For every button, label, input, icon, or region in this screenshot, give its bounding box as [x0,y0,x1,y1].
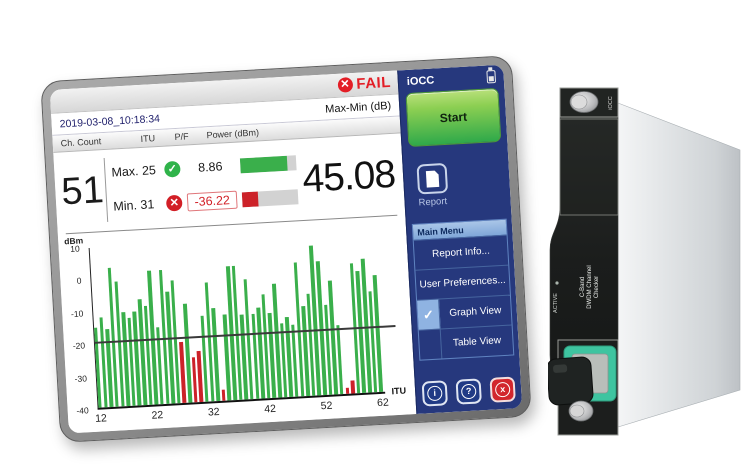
max-itu-value: 25 [141,163,157,178]
x-tick-label: 32 [207,405,220,419]
power-bar-chart: dBm 10 0 -10 -20 -30 -40 12 22 32 42 52 62 ITU [58,218,410,432]
hardware-module: iOCC C-Band DWDM Channel Checker ACTIVE [546,55,753,445]
y-tick-label: -10 [70,308,84,319]
check-circle-icon: ✓ [163,160,181,178]
x-circle-icon: ✕ [165,194,183,212]
max-row: Max. 25 ✓ 8.86 [107,149,297,187]
help-button[interactable]: ? [455,378,482,405]
dust-cap [546,356,594,406]
mode-label: Max-Min (dB) [324,99,392,116]
module-side-panel [617,102,741,428]
min-label: Min. 31 [112,197,155,214]
empty-checkbox [418,329,443,360]
start-button[interactable]: Start [405,87,502,148]
x-axis-title: ITU [391,385,407,397]
chart-bar-ch34 [221,389,226,401]
max-label: Max. 25 [111,163,157,180]
report-label: Report [418,195,448,209]
min-itu-value: 31 [140,197,155,213]
col-itu: ITU [140,133,156,144]
app-title: iOCC [406,73,435,88]
module-illustration: iOCC C-Band DWDM Channel Checker ACTIVE [546,87,741,436]
min-power-bar [241,188,299,207]
max-power-bar-fill [239,155,288,173]
x-tick-label: 22 [151,409,164,422]
help-icon: ? [460,383,477,400]
exit-button[interactable]: x [489,376,516,403]
y-tick-label: -40 [76,405,89,416]
menu-item-table-view[interactable]: Table View [418,324,514,360]
svg-text:Checker: Checker [594,276,600,298]
x-tick-label: 52 [320,399,333,413]
faceplate-text: C-Band DWDM Channel Checker [580,265,600,308]
module-top-label: iOCC [608,96,614,109]
chart-bar-ch57 [350,380,355,394]
checkmark-icon: ✓ [417,299,441,330]
chart-plot [88,231,396,410]
sidebar: iOCC Start Report Main Menu Report Info.… [397,64,523,414]
y-tick-label: -30 [74,372,88,384]
measurement-content: ✕ FAIL 2019-03-08_10:18:34 Max-Min (dB) … [49,70,417,434]
x-tick-label: 62 [376,396,390,410]
document-icon [425,170,439,188]
y-tick-label: 0 [76,275,82,287]
y-tick-label: -20 [72,340,86,352]
tablet-device: ✕ FAIL 2019-03-08_10:18:34 Max-Min (dB) … [40,55,532,443]
report-button[interactable] [416,162,449,195]
main-menu: Main Menu Report Info... User Preference… [411,218,515,361]
timestamp: 2019-03-08_10:18:34 [59,112,161,130]
min-row: Min. 31 ✕ -36.22 [109,183,299,221]
x-tick-label: 12 [94,412,108,425]
active-led [555,281,559,285]
col-ch-count: Ch. Count [60,136,102,149]
min-power-value: -36.22 [186,190,238,212]
fail-x-circle-icon: ✕ [337,77,353,93]
max-power-value: 8.86 [197,159,223,175]
info-icon: i [426,385,443,402]
sidebar-footer: i ? x [421,374,517,408]
fail-status-label: FAIL [355,73,392,93]
svg-text:C-Band: C-Band [580,277,586,297]
report-section: Report [409,160,506,209]
device-screen: ✕ FAIL 2019-03-08_10:18:34 Max-Min (dB) … [49,64,523,434]
max-power-bar [239,154,297,173]
info-button[interactable]: i [421,380,448,407]
y-tick-label: 10 [69,243,80,255]
channel-count-value: 51 [60,169,105,214]
min-power-bar-fill [241,191,259,207]
battery-icon [486,67,497,84]
module-upper-panel [559,118,619,216]
col-pf: P/F [174,131,189,143]
max-min-value: 45.08 [301,152,397,201]
close-icon: x [494,381,511,398]
svg-text:DWDM Channel: DWDM Channel [587,265,593,308]
active-label: ACTIVE [553,293,559,313]
col-power: Power (dBm) [206,127,260,141]
x-tick-label: 42 [263,402,277,416]
chart-bar-ch56 [345,387,350,394]
